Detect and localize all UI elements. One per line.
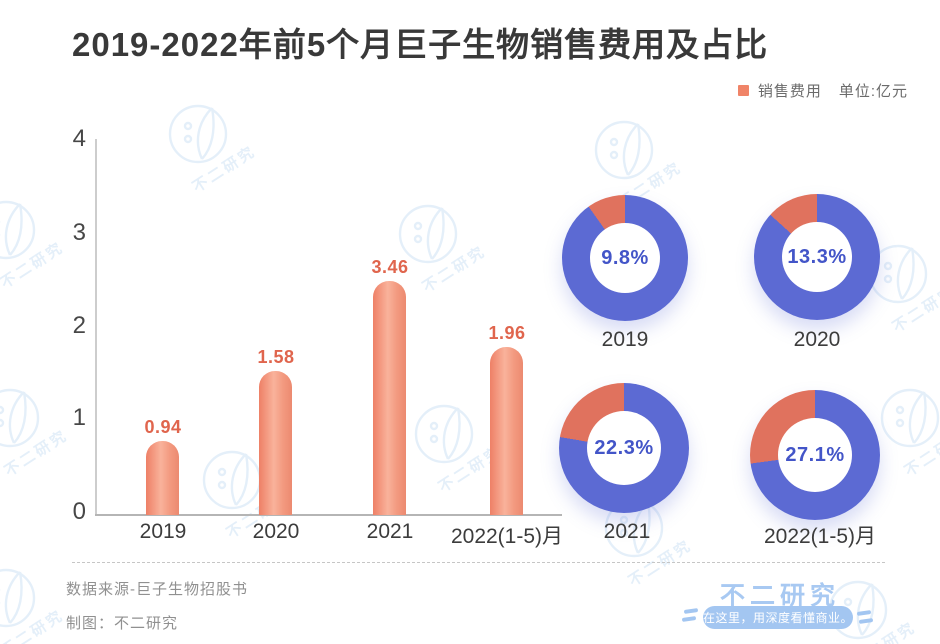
brand-name: 不二研究 <box>719 582 840 610</box>
bar-value-2021: 3.46 <box>371 257 409 277</box>
legend-unit-label: 单位:亿元 <box>838 83 908 100</box>
watermark-doodle-icon <box>594 120 654 180</box>
legend-series-label: 销售费用 <box>757 83 822 100</box>
x-label-2022: 2022(1-5)月 <box>450 525 564 548</box>
donut-2021-hole: 22.3% <box>587 411 661 485</box>
pill-ribbon-dash <box>858 618 874 624</box>
watermark: 不二研究 <box>408 396 558 506</box>
donut-label-2020: 2020 <box>793 328 841 351</box>
watermark-doodle-icon <box>0 568 36 628</box>
data-source-text: 数据来源-巨子生物招股书 <box>66 581 248 598</box>
pill-ribbon-dash <box>856 610 872 616</box>
bar-2022 <box>490 347 523 515</box>
footer-divider <box>72 562 885 563</box>
bar-value-2020: 1.58 <box>257 347 295 367</box>
donut-label-2019: 2019 <box>601 328 649 351</box>
watermark-text: 不二研究 <box>189 142 260 197</box>
x-label-2020: 2020 <box>252 520 300 543</box>
x-axis-line <box>95 514 562 516</box>
x-label-2021: 2021 <box>366 520 414 543</box>
y-tick-4: 4 <box>72 125 86 152</box>
donut-2021-percent: 22.3% <box>594 436 654 459</box>
donut-2019-percent: 9.8% <box>601 246 649 269</box>
donut-label-2021: 2021 <box>603 520 651 543</box>
donut-2019-hole: 9.8% <box>590 223 660 293</box>
bar-value-2022: 1.96 <box>488 323 526 343</box>
y-tick-1: 1 <box>72 404 86 431</box>
donut-2022-hole: 27.1% <box>778 418 852 492</box>
x-label-2019: 2019 <box>139 520 187 543</box>
legend: 销售费用 单位:亿元 <box>737 80 908 101</box>
watermark-doodle-icon <box>0 200 36 260</box>
watermark: 不二研究 <box>0 380 124 490</box>
watermark-doodle-icon <box>168 104 228 164</box>
watermark: 不二研究 <box>392 196 542 306</box>
watermark-doodle-icon <box>880 388 940 448</box>
y-tick-2: 2 <box>72 312 86 339</box>
pill-ribbon-dash <box>683 608 699 614</box>
brand-tagline: 在这里，用深度看懂商业。 <box>703 611 854 625</box>
watermark: 不二研究 <box>0 192 120 302</box>
donut-2022: 27.1% <box>750 390 880 520</box>
watermark-doodle-icon <box>0 388 40 448</box>
donut-2020-percent: 13.3% <box>787 245 847 268</box>
watermark: 不二研究 <box>162 96 312 206</box>
bar-value-2019: 0.94 <box>144 417 182 437</box>
bar-2019 <box>146 441 179 515</box>
donut-2020: 13.3% <box>754 194 880 320</box>
donut-2021: 22.3% <box>559 383 689 513</box>
bar-2020 <box>259 371 292 515</box>
watermark-doodle-icon <box>414 404 474 464</box>
watermark-text: 不二研究 <box>1 426 72 481</box>
donut-2020-hole: 13.3% <box>782 222 852 292</box>
watermark-text: 不二研究 <box>901 426 940 481</box>
y-tick-3: 3 <box>72 219 86 246</box>
y-axis-line <box>95 139 97 516</box>
watermark: 不二研究 <box>874 380 940 490</box>
bar-2021 <box>373 281 406 515</box>
pill-ribbon-dash <box>681 616 697 622</box>
brand-tagline-pill: 在这里，用深度看懂商业。 <box>703 606 853 629</box>
donut-2019: 9.8% <box>562 195 688 321</box>
page-title: 2019-2022年前5个月巨子生物销售费用及占比 <box>72 26 769 63</box>
legend-swatch-icon <box>737 85 749 96</box>
watermark-text: 不二研究 <box>0 606 68 644</box>
credit-text: 制图：不二研究 <box>66 615 179 632</box>
donut-label-2022: 2022(1-5)月 <box>763 525 877 548</box>
donut-2022-percent: 27.1% <box>785 443 845 466</box>
y-tick-0: 0 <box>72 498 86 525</box>
